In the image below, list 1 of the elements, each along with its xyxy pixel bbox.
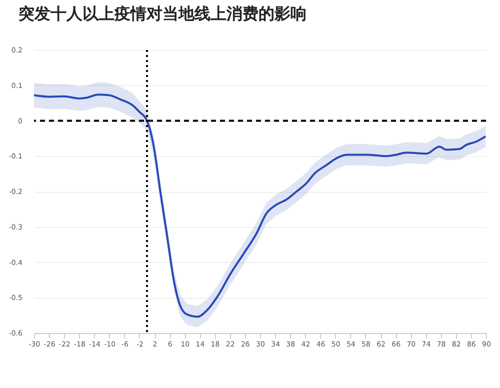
chart-title: 突发十人以上疫情对当地线上消费的影响 [17, 4, 306, 23]
